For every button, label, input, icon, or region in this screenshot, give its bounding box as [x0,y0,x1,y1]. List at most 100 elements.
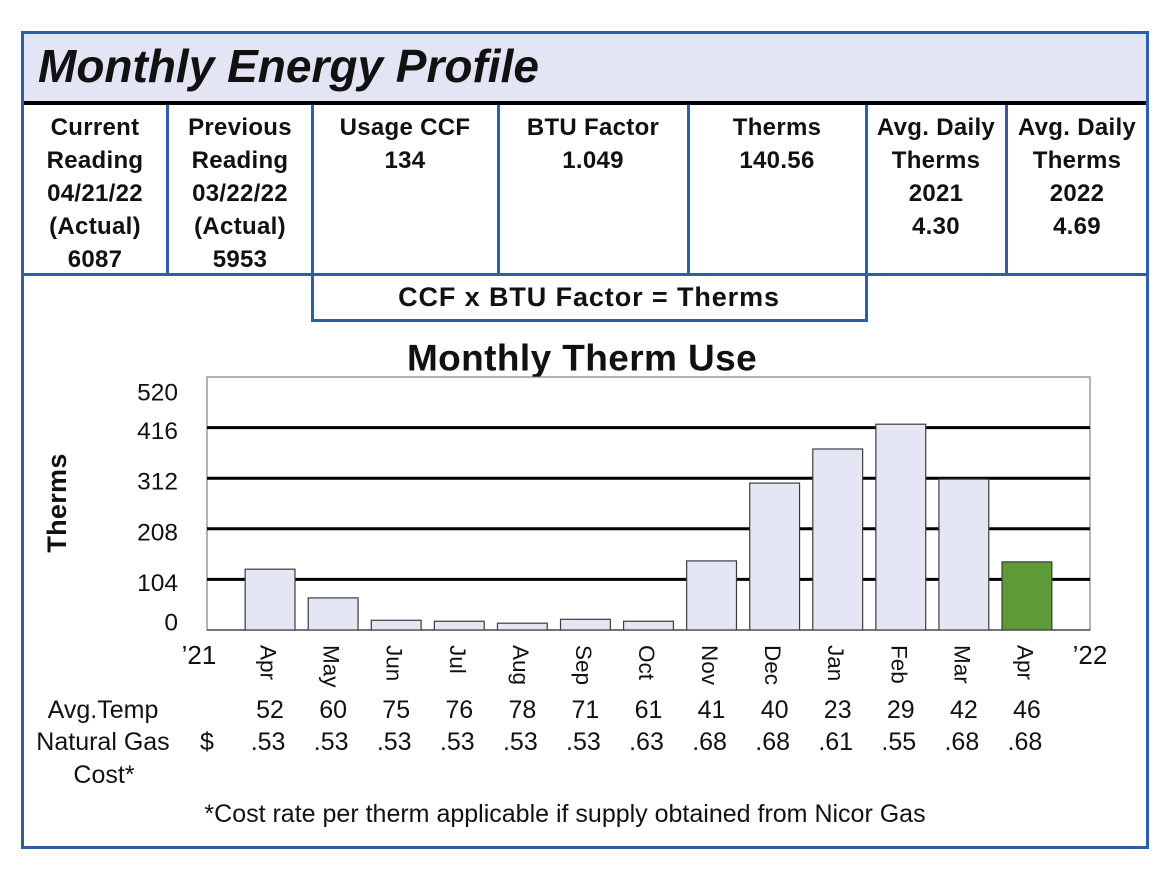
x-tick-label: Mar [949,645,974,684]
plot-layer: 520 416 312 208 104 0 Apr May Jun Jul Aug Sep Oct Nov… [137,376,1108,688]
avg-daily-2021-value: 4.30 [912,213,960,240]
btu-factor-label: BTU Factor [526,114,660,141]
avg-temp-value: 52 [256,696,284,724]
x-tick-label: Jun [382,645,407,681]
current-reading-date: 04/21/22 [47,180,143,207]
bar [686,560,738,631]
avg-daily-2022-cell: Avg. Daily Therms 2022 4.69 [1006,105,1148,273]
avg-daily-2022-label: Therms [1032,147,1122,174]
bar [433,620,485,631]
gas-cost-value: .63 [629,728,664,756]
table-bottom-divider [22,273,1148,276]
gas-cost-label: Natural Gas [36,728,169,756]
bar [496,622,548,631]
avg-daily-2022-year: 2022 [1049,180,1105,207]
column-divider [166,105,169,275]
x-tick-label: Feb [886,645,911,684]
gas-cost-value: .68 [692,728,727,756]
btu-factor-value: 1.049 [562,147,624,174]
avg-temp-value: 42 [950,696,978,724]
currency-symbol: $ [200,728,214,756]
avg-temp-value: 29 [887,696,915,724]
btu-factor-cell: BTU Factor 1.049 [498,105,688,273]
gas-cost-value: .53 [314,728,349,756]
gas-cost-value: .68 [944,728,979,756]
bar-current-month [1001,561,1053,631]
avg-temp-value: 71 [572,696,600,724]
bar [749,482,801,631]
bar [370,619,422,631]
therms-label: Therms [732,114,822,141]
previous-reading-cell: Previous Reading 03/22/22 (Actual) 5953 [168,105,312,273]
y-tick-label: 416 [137,418,178,445]
gas-cost-label: Cost* [73,761,134,789]
bar [875,423,927,631]
avg-temp-value: 41 [698,696,726,724]
avg-temp-value: 60 [319,696,347,724]
usage-ccf-cell: Usage CCF 134 [312,105,498,273]
x-tick-label: Aug [508,645,533,685]
formula-box-bottom [311,319,868,322]
therms-value: 140.56 [739,147,815,174]
current-reading-label: Current [50,114,140,141]
x-tick-label: Oct [634,645,659,681]
previous-reading-date: 03/22/22 [192,180,288,207]
avg-temp-value: 75 [382,696,410,724]
y-tick-label: 520 [137,380,178,407]
therm-formula: CCF x BTU Factor = Therms [398,282,780,312]
gas-cost-value: .53 [566,728,601,756]
current-reading-cell: Current Reading 04/21/22 (Actual) 6087 [22,105,168,273]
gas-cost-value: .53 [251,728,286,756]
x-tick-label: May [319,645,344,688]
x-tick-label: Jan [823,645,848,681]
usage-ccf-label: Usage CCF [339,114,471,141]
current-reading-status: (Actual) [49,213,141,240]
gas-cost-value: .68 [1008,728,1043,756]
bar [622,620,675,631]
chart-title: Monthly Therm Use [407,338,757,379]
avg-daily-2021-year: 2021 [908,180,964,207]
gas-cost-value: .53 [377,728,412,756]
x-tick-label: Apr [256,645,281,681]
previous-reading-value: 5953 [212,246,268,273]
x-range-end-label: ’22 [1073,640,1108,670]
avg-daily-2021-cell: Avg. Daily Therms 2021 4.30 [866,105,1006,273]
avg-temp-value: 76 [445,696,473,724]
previous-reading-label: Previous [188,114,292,141]
x-tick-label: Apr [1012,645,1037,681]
gas-cost-value: .55 [881,728,916,756]
y-axis-label: Therms [42,453,72,552]
title-divider [22,101,1148,105]
avg-daily-2022-label: Avg. Daily [1017,114,1137,141]
column-divider [1005,105,1008,275]
title-band: Monthly Energy Profile [22,32,1148,102]
gas-cost-value: .53 [440,728,475,756]
bar [812,448,864,631]
avg-temp-value: 78 [508,696,536,724]
avg-daily-2021-label: Therms [891,147,981,174]
bar [307,597,359,631]
monthly-details: Avg.Temp Natural Gas Cost* $ 52 .53 60 .53 7… [36,696,1042,789]
bar [559,618,611,631]
avg-temp-value: 46 [1013,696,1041,724]
y-tick-label: 208 [137,519,178,546]
avg-temp-label: Avg.Temp [48,696,159,724]
avg-temp-value: 40 [761,696,789,724]
gas-cost-value: .68 [755,728,790,756]
column-divider [687,105,690,275]
page-title: Monthly Energy Profile [38,40,539,92]
avg-temp-value: 61 [635,696,663,724]
therms-cell: Therms 140.56 [688,105,866,273]
previous-reading-label: Reading [191,147,289,174]
avg-daily-2021-label: Avg. Daily [876,114,996,141]
gas-cost-value: .53 [503,728,538,756]
monthly-therm-chart: Monthly Therm Use Therms 520416312208104… [36,338,1108,829]
avg-temp-value: 23 [824,696,852,724]
avg-daily-2022-value: 4.69 [1053,213,1101,240]
gas-cost-value: .61 [818,728,853,756]
bar [244,568,296,631]
x-tick-label: Dec [760,645,785,685]
footnote: *Cost rate per therm applicable if suppl… [204,800,925,828]
column-divider [497,105,500,275]
